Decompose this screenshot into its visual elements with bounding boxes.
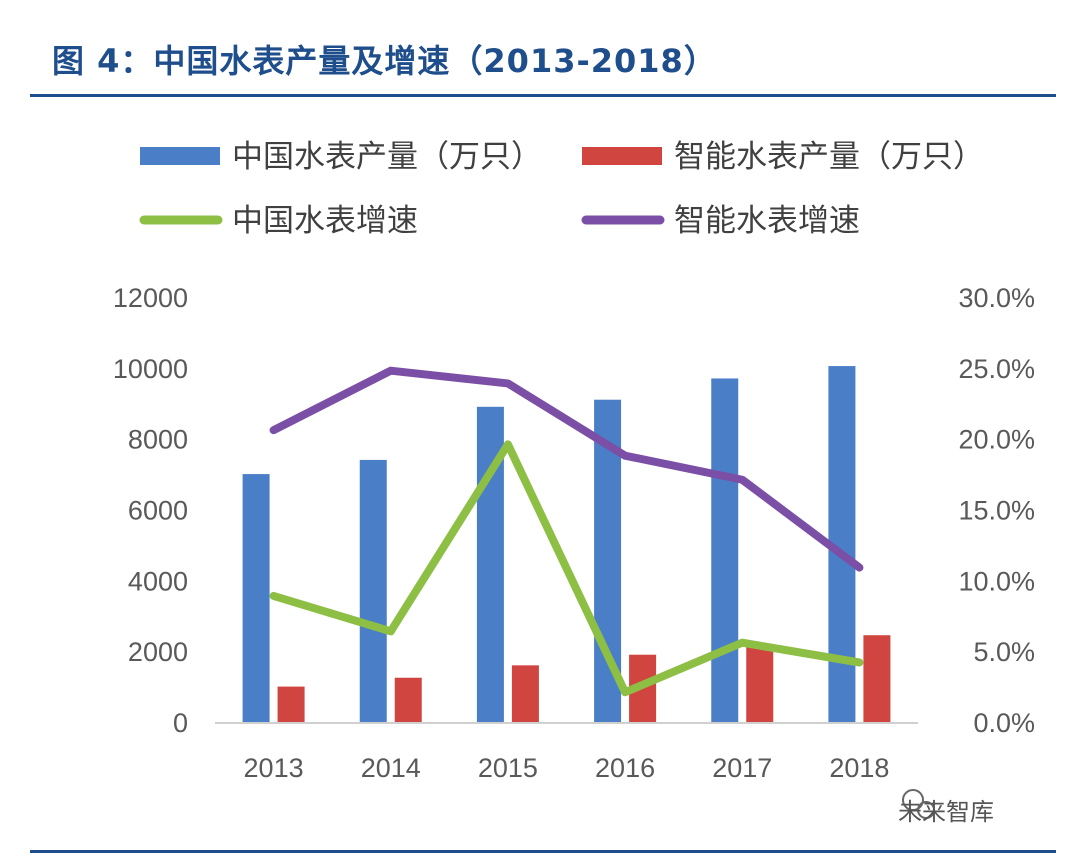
y-left-tick-label: 4000 <box>128 566 188 596</box>
bar-smart-2013 <box>277 686 305 722</box>
y-right-tick-label: 10.0% <box>958 566 1035 596</box>
y-left-tick-label: 0 <box>173 708 188 738</box>
x-tick-label: 2014 <box>361 753 421 783</box>
legend-label: 智能水表产量（万只） <box>674 139 984 175</box>
bar-total-2014 <box>359 459 387 722</box>
y-right-tick-label: 25.0% <box>958 354 1035 384</box>
legend-label: 智能水表增速 <box>674 203 860 239</box>
y-right-tick-label: 0.0% <box>973 708 1035 738</box>
bottom-rule <box>30 850 1056 853</box>
bar-total-2013 <box>242 474 270 722</box>
x-tick-label: 2015 <box>478 753 538 783</box>
bar-smart-2018 <box>863 635 891 722</box>
y-left-tick-label: 2000 <box>128 637 188 667</box>
chart-title: 图 4：中国水表产量及增速（2013-2018） <box>52 42 717 80</box>
y-left-tick-label: 12000 <box>113 283 188 313</box>
wechat-icon-bubble <box>917 801 935 819</box>
watermark: 未来智库 <box>898 798 994 826</box>
y-left-tick-label: 8000 <box>128 425 188 455</box>
bar-smart-2017 <box>746 644 774 722</box>
top-rule <box>30 94 1056 97</box>
legend-label: 中国水表产量（万只） <box>232 139 542 175</box>
y-right-tick-label: 5.0% <box>973 637 1035 667</box>
x-tick-label: 2016 <box>595 753 655 783</box>
y-left-tick-label: 6000 <box>128 496 188 526</box>
y-right-tick-label: 15.0% <box>958 496 1035 526</box>
bar-total-2017 <box>711 378 739 722</box>
x-tick-label: 2013 <box>244 753 304 783</box>
x-tick-label: 2017 <box>712 753 772 783</box>
x-tick-label: 2018 <box>829 753 889 783</box>
legend-swatch <box>140 147 220 165</box>
line-smart-growth <box>269 366 864 572</box>
bar-smart-2015 <box>511 665 539 722</box>
bar-smart-2014 <box>394 677 422 722</box>
y-left-tick-label: 10000 <box>113 354 188 384</box>
wechat-icon <box>902 789 924 811</box>
y-right-tick-label: 20.0% <box>958 425 1035 455</box>
y-right-tick-label: 30.0% <box>958 283 1035 313</box>
legend-label: 中国水表增速 <box>232 203 418 239</box>
legend-swatch <box>582 147 662 165</box>
line-total-growth <box>269 440 864 697</box>
